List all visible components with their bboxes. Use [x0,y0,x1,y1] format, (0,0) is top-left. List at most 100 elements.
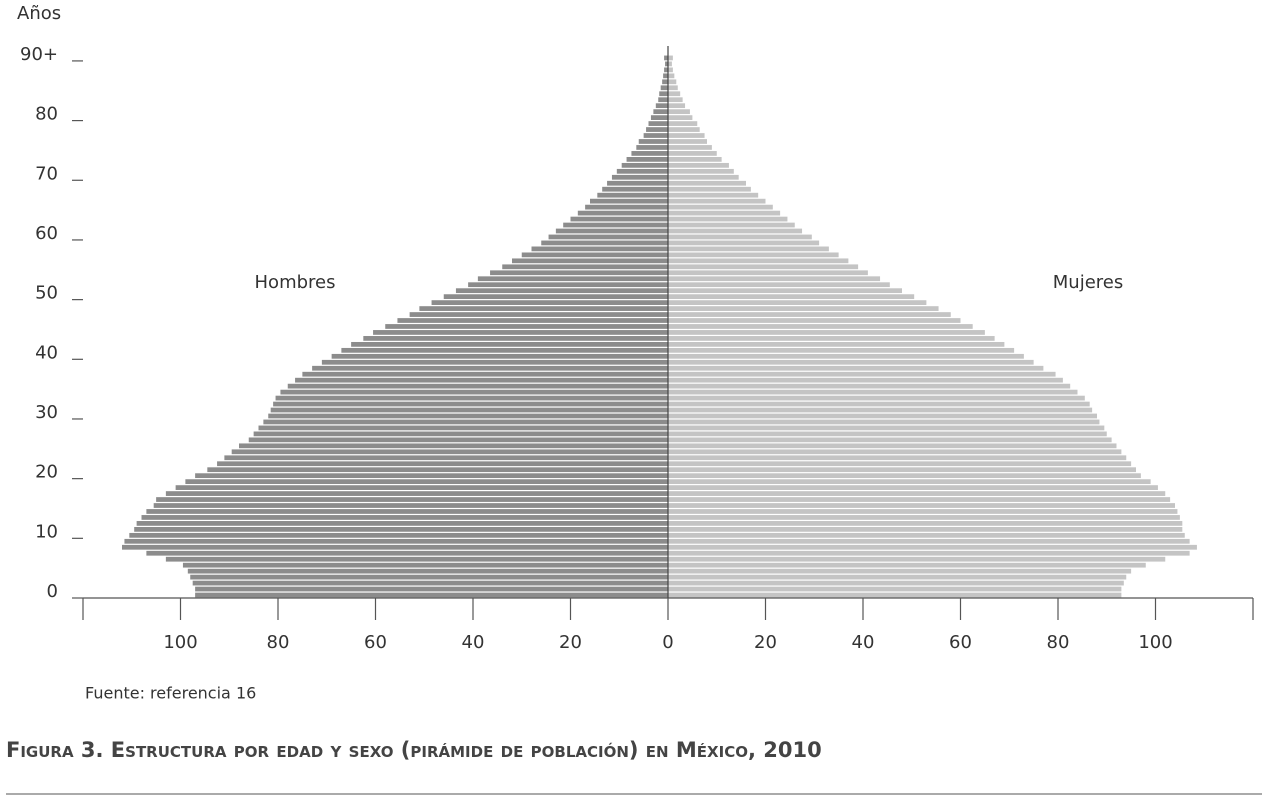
bar [134,526,668,532]
bar [668,395,1085,401]
bar [312,365,668,371]
bar [668,377,1063,383]
bar [668,151,717,156]
bar [224,455,668,461]
x-tick-label: 40 [852,632,875,653]
bar [129,532,668,538]
bar [146,509,668,514]
bar [668,264,859,270]
bar [570,216,668,222]
bar [192,580,668,586]
bar [668,485,1158,490]
bar [668,449,1122,455]
bar [668,61,672,67]
bar [195,586,668,592]
bar [668,353,1024,359]
bar [650,115,668,120]
bar [668,455,1127,461]
bar [231,449,668,455]
bar [295,377,668,383]
bar [663,73,668,79]
bar [638,139,668,144]
bar [270,407,668,413]
bar [597,192,668,198]
bar [660,85,668,91]
bar [668,592,1122,598]
bar [668,407,1093,413]
y-tick-label: 90+ [20,44,58,65]
y-tick-label: 10 [35,521,58,542]
y-tick-label: 80 [35,104,58,125]
bar [668,270,868,276]
caption: Figura 3. Estructura por edad y sexo (pi… [6,738,822,762]
bar [331,353,668,359]
bar [658,97,668,103]
bar [668,467,1136,473]
bar [668,586,1122,592]
bar [239,443,668,449]
y-tick-label: 40 [35,342,58,363]
bar [668,240,820,246]
bar [668,157,722,162]
bar [585,204,668,210]
bar [626,157,668,162]
bar [668,180,746,186]
bar [668,479,1151,485]
bar [668,294,915,300]
bar [668,515,1180,520]
bar [668,318,961,323]
y-axis-label: Años [17,3,61,24]
bar [156,497,668,502]
bar [668,574,1127,580]
bar [280,389,668,395]
series-label: Hombres [255,272,336,293]
bar [165,556,668,562]
bar [182,562,668,568]
bar [668,234,812,240]
bar [165,491,668,496]
bar [185,479,668,485]
bar [287,383,668,389]
bar [668,91,681,97]
bar [668,67,673,73]
bar [555,228,668,234]
bar [195,473,668,479]
bar [621,162,668,168]
bar [616,168,668,174]
bar [668,228,803,234]
bar [668,162,729,168]
bar [258,425,668,431]
y-tick-label: 20 [35,462,58,483]
bar [664,67,668,73]
bar [668,550,1190,556]
bar [668,288,902,294]
bar [668,103,686,109]
bar [668,192,759,198]
x-tick-label: 60 [949,632,972,653]
bar [190,574,668,580]
bar [409,312,668,317]
bar [141,515,668,520]
bar [668,324,973,329]
bar [668,556,1166,562]
bar [590,198,668,204]
bar [668,300,927,305]
y-tick-label: 70 [35,163,58,184]
bar [273,401,668,407]
bar [668,121,698,126]
bar [643,133,668,138]
bar [668,580,1124,586]
bar [668,139,707,144]
y-tick-label: 60 [35,223,58,244]
bar [655,103,668,109]
bar [175,485,668,490]
bar [668,79,677,85]
bar [668,538,1190,544]
bar [668,73,675,79]
bar [668,389,1078,395]
bar [477,276,668,282]
bar [668,186,751,192]
bar [668,491,1166,496]
bar [468,282,668,288]
